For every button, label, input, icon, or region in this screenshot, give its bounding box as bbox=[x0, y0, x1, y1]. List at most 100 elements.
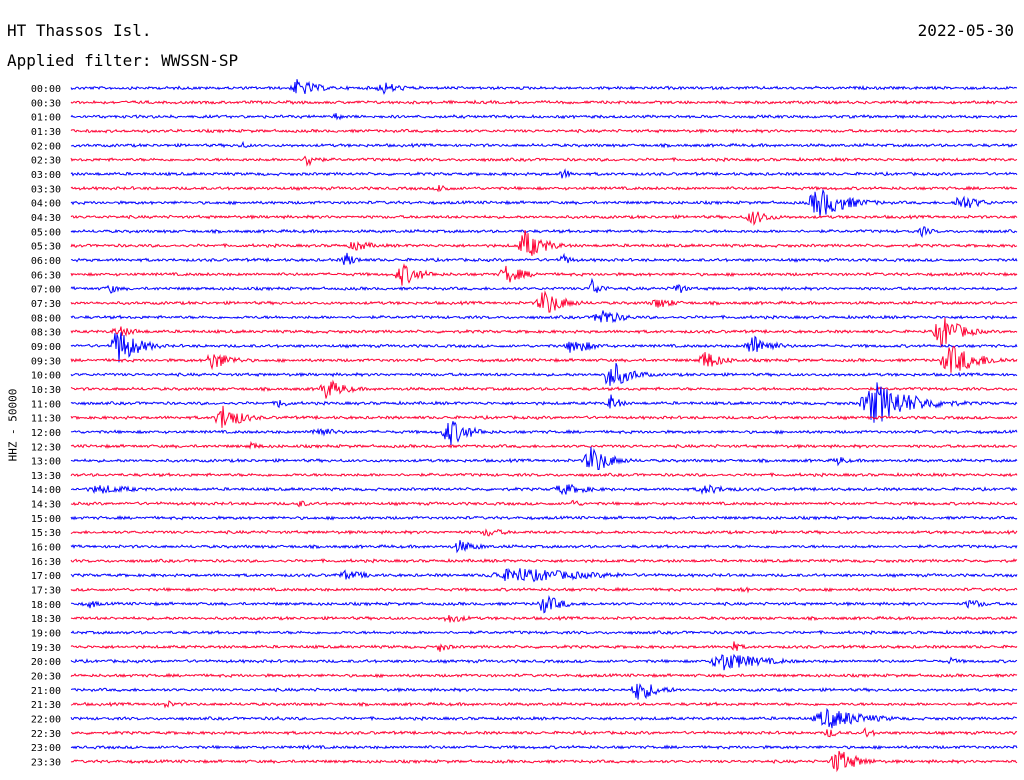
trace-row bbox=[70, 672, 1018, 679]
trace-row bbox=[70, 345, 1018, 373]
trace-row bbox=[70, 567, 1018, 583]
trace-row bbox=[70, 744, 1018, 751]
trace-row bbox=[70, 379, 1018, 399]
trace-row bbox=[70, 310, 1018, 324]
row-time-label: 11:00 bbox=[31, 399, 61, 410]
station-title: HT Thassos Isl. bbox=[7, 21, 152, 40]
trace-row bbox=[70, 155, 1018, 167]
row-time-label: 20:30 bbox=[31, 672, 61, 683]
trace-row bbox=[70, 727, 1018, 738]
row-time-label: 03:30 bbox=[31, 184, 61, 195]
row-time-label: 12:00 bbox=[31, 428, 61, 439]
trace-row bbox=[70, 440, 1018, 450]
trace-row bbox=[70, 700, 1018, 709]
row-time-label: 23:00 bbox=[31, 743, 61, 754]
row-time-label: 15:30 bbox=[31, 528, 61, 539]
row-time-label: 08:00 bbox=[31, 313, 61, 324]
filter-label: Applied filter: WWSSN-SP bbox=[7, 51, 239, 70]
row-time-label: 21:30 bbox=[31, 700, 61, 711]
row-time-label: 02:30 bbox=[31, 156, 61, 167]
row-time-label: 02:00 bbox=[31, 141, 61, 152]
row-time-label: 00:00 bbox=[31, 84, 61, 95]
row-time-label: 19:00 bbox=[31, 629, 61, 640]
row-time-label: 04:00 bbox=[31, 199, 61, 210]
trace-row bbox=[70, 421, 1018, 446]
row-time-label: 09:30 bbox=[31, 356, 61, 367]
row-time-label: 06:30 bbox=[31, 270, 61, 281]
trace-row bbox=[70, 317, 1018, 348]
row-time-label: 16:00 bbox=[31, 543, 61, 554]
row-time-label: 09:00 bbox=[31, 342, 61, 353]
trace-row bbox=[70, 290, 1018, 313]
row-time-label: 20:00 bbox=[31, 657, 61, 668]
trace-row bbox=[70, 263, 1018, 286]
row-time-label: 18:00 bbox=[31, 600, 61, 611]
row-time-label: 08:30 bbox=[31, 328, 61, 339]
row-time-label: 17:00 bbox=[31, 571, 61, 582]
row-time-label: 05:00 bbox=[31, 227, 61, 238]
trace-row bbox=[70, 528, 1018, 537]
row-time-label: 01:30 bbox=[31, 127, 61, 138]
trace-row bbox=[70, 332, 1018, 363]
row-time-label: 04:30 bbox=[31, 213, 61, 224]
row-time-label: 19:30 bbox=[31, 643, 61, 654]
trace-row bbox=[70, 184, 1018, 193]
trace-row bbox=[70, 140, 1018, 149]
trace-row bbox=[70, 79, 1018, 95]
row-time-label: 23:30 bbox=[31, 758, 61, 769]
row-time-label: 12:30 bbox=[31, 442, 61, 453]
row-time-label: 10:30 bbox=[31, 385, 61, 396]
row-time-label: 15:00 bbox=[31, 514, 61, 525]
row-time-label: 13:00 bbox=[31, 457, 61, 468]
trace-row bbox=[70, 614, 1018, 623]
row-time-label: 05:30 bbox=[31, 242, 61, 253]
trace-row bbox=[70, 128, 1018, 134]
trace-row bbox=[70, 471, 1018, 478]
trace-row bbox=[70, 363, 1018, 386]
row-time-label: 16:30 bbox=[31, 557, 61, 568]
date-label: 2022-05-30 bbox=[917, 21, 1014, 40]
trace-row bbox=[70, 211, 1018, 226]
trace-row bbox=[70, 683, 1018, 700]
row-time-label: 21:00 bbox=[31, 686, 61, 697]
row-time-label: 07:00 bbox=[31, 285, 61, 296]
row-time-label: 01:00 bbox=[31, 113, 61, 124]
row-time-label: 00:30 bbox=[31, 98, 61, 109]
trace-row bbox=[70, 405, 1018, 428]
row-label-group: 00:00 00:30 01:00 01:30 02:00 02:30 03:00 03:30… bbox=[31, 84, 61, 769]
trace-row bbox=[70, 540, 1018, 554]
trace-row bbox=[70, 382, 1018, 423]
trace-row bbox=[70, 707, 1018, 729]
row-time-label: 18:30 bbox=[31, 614, 61, 625]
trace-row bbox=[70, 226, 1018, 238]
trace-row bbox=[70, 629, 1018, 636]
trace-row bbox=[70, 446, 1018, 470]
row-time-label: 13:30 bbox=[31, 471, 61, 482]
trace-row bbox=[70, 277, 1018, 294]
row-time-label: 10:00 bbox=[31, 371, 61, 382]
trace-row bbox=[70, 515, 1018, 521]
trace-row bbox=[70, 595, 1018, 614]
trace-row bbox=[70, 750, 1018, 773]
trace-row bbox=[70, 641, 1018, 652]
trace-row bbox=[70, 653, 1018, 671]
trace-row bbox=[70, 99, 1018, 106]
row-time-label: 06:00 bbox=[31, 256, 61, 267]
trace-row bbox=[70, 252, 1018, 265]
trace-row bbox=[70, 113, 1018, 121]
row-time-label: 14:00 bbox=[31, 485, 61, 496]
row-time-label: 17:30 bbox=[31, 586, 61, 597]
row-time-label: 22:00 bbox=[31, 715, 61, 726]
row-time-label: 03:00 bbox=[31, 170, 61, 181]
row-time-label: 11:30 bbox=[31, 414, 61, 425]
row-time-label: 14:30 bbox=[31, 500, 61, 511]
row-time-label: 22:30 bbox=[31, 729, 61, 740]
trace-row bbox=[70, 557, 1018, 564]
trace-row bbox=[70, 586, 1018, 594]
trace-row bbox=[70, 188, 1018, 217]
trace-row bbox=[70, 230, 1018, 256]
trace-row bbox=[70, 499, 1018, 508]
trace-row bbox=[71, 483, 1018, 496]
row-time-label: 07:30 bbox=[31, 299, 61, 310]
